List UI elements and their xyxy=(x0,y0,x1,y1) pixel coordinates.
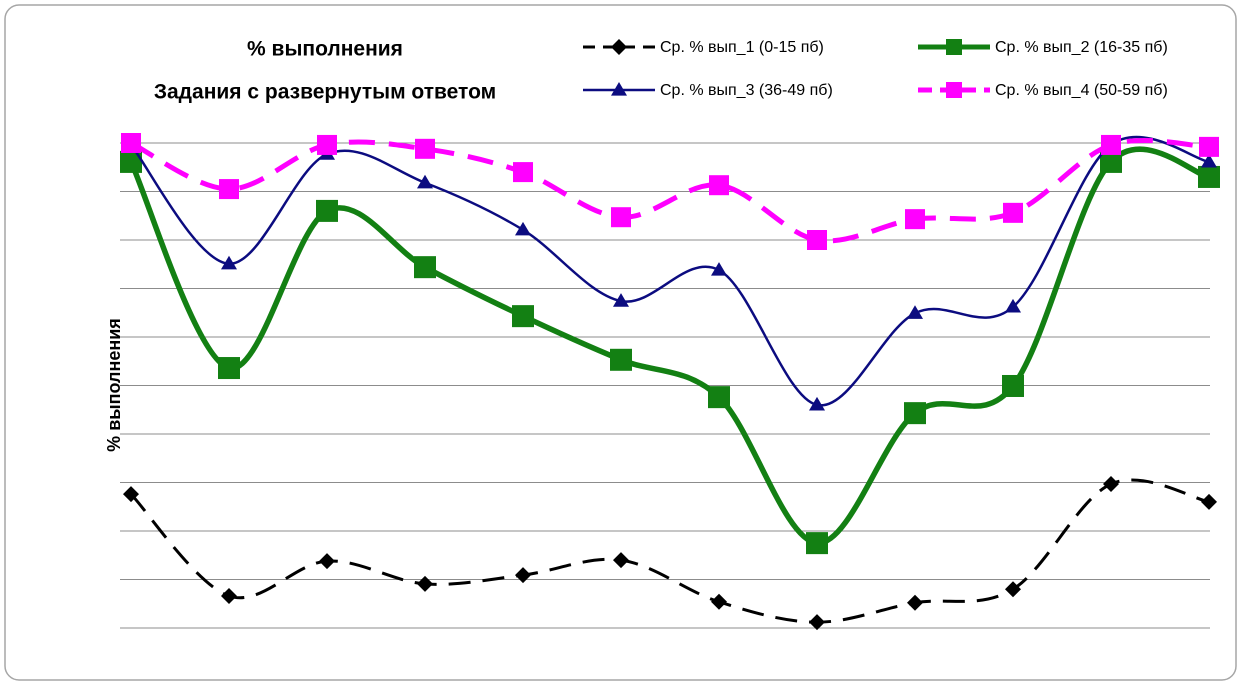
y-axis-label: % выполнения xyxy=(104,318,124,452)
marker xyxy=(1100,150,1122,173)
marker xyxy=(218,357,240,380)
marker xyxy=(907,305,923,319)
series-line xyxy=(130,135,1210,407)
series-line xyxy=(129,478,1210,624)
marker xyxy=(907,594,923,611)
marker xyxy=(414,256,436,279)
chart-subtitle: Задания с развернутым ответом xyxy=(154,81,496,104)
marker xyxy=(415,138,435,159)
marker xyxy=(121,133,141,153)
marker xyxy=(809,396,825,411)
marker xyxy=(512,305,534,328)
legend-label: Ср. % вып_3 (36-49 пб) xyxy=(660,82,833,99)
marker xyxy=(613,293,629,307)
marker xyxy=(417,575,433,592)
legend-label: Ср. % вып_1 (0-15 пб) xyxy=(660,39,824,56)
marker xyxy=(221,587,237,604)
marker xyxy=(221,255,237,270)
legend-marker xyxy=(611,82,627,96)
marker xyxy=(1003,202,1023,223)
marker xyxy=(316,199,338,222)
marker xyxy=(806,532,828,555)
marker xyxy=(319,553,335,570)
series-line xyxy=(128,146,1210,546)
marker xyxy=(1201,153,1217,168)
marker xyxy=(904,402,926,425)
chart-frame xyxy=(4,4,1237,681)
marker xyxy=(1103,475,1119,492)
marker xyxy=(1005,298,1021,313)
marker xyxy=(709,175,729,196)
marker xyxy=(120,150,142,173)
marker xyxy=(1002,374,1024,397)
marker xyxy=(1201,493,1217,510)
marker xyxy=(1199,136,1219,157)
marker xyxy=(611,207,631,228)
legend-label: Ср. % вып_2 (16-35 пб) xyxy=(995,39,1168,56)
legend-label: Ср. % вып_4 (50-59 пб) xyxy=(995,82,1168,99)
legend-marker xyxy=(946,39,962,55)
marker xyxy=(219,179,239,200)
marker xyxy=(1198,165,1220,188)
marker xyxy=(610,348,632,371)
marker xyxy=(317,134,337,155)
marker xyxy=(809,614,825,631)
marker xyxy=(123,486,139,503)
marker xyxy=(1101,134,1121,155)
marker xyxy=(711,593,727,610)
marker xyxy=(613,552,629,569)
legend-marker xyxy=(946,82,962,98)
marker xyxy=(807,230,827,250)
marker xyxy=(708,386,730,409)
legend-marker xyxy=(611,39,627,55)
marker xyxy=(515,567,531,584)
marker xyxy=(513,162,533,183)
marker xyxy=(1005,581,1021,598)
marker xyxy=(515,221,531,236)
marker xyxy=(711,262,727,276)
chart-title: % выполнения xyxy=(247,38,403,61)
marker xyxy=(417,174,433,189)
marker xyxy=(905,209,925,230)
